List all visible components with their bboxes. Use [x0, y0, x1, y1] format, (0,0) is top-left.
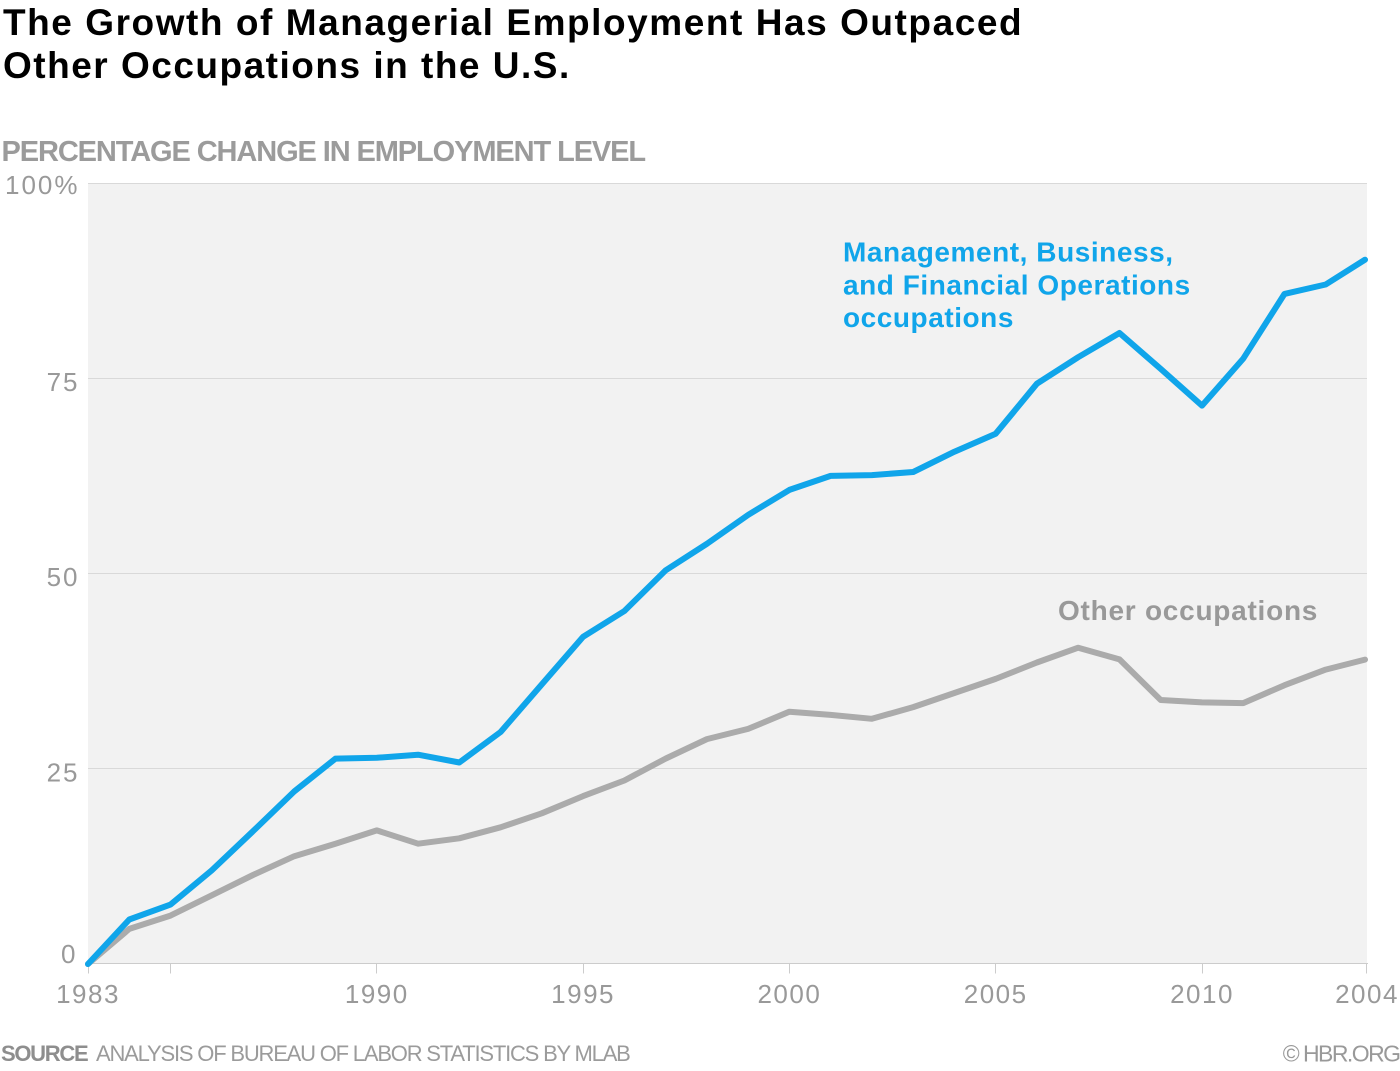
svg-text:100%: 100% — [5, 170, 80, 200]
svg-text:© HBR.ORG: © HBR.ORG — [1283, 1041, 1400, 1067]
svg-text:2010: 2010 — [1170, 979, 1234, 1009]
svg-text:25: 25 — [47, 757, 80, 787]
svg-text:0: 0 — [61, 939, 77, 969]
svg-text:2004: 2004 — [1335, 979, 1399, 1009]
svg-text:ANALYSIS OF BUREAU OF LABOR ST: ANALYSIS OF BUREAU OF LABOR STATISTICS B… — [96, 1041, 630, 1066]
svg-text:75: 75 — [47, 367, 80, 397]
svg-text:PERCENTAGE CHANGE IN EMPLOYMEN: PERCENTAGE CHANGE IN EMPLOYMENT LEVEL — [2, 136, 646, 168]
svg-text:50: 50 — [47, 562, 80, 592]
svg-text:1995: 1995 — [551, 979, 615, 1009]
svg-text:Other occupations: Other occupations — [1058, 595, 1318, 626]
svg-text:SOURCE: SOURCE — [1, 1041, 88, 1066]
svg-text:2005: 2005 — [964, 979, 1028, 1009]
svg-text:1990: 1990 — [345, 979, 409, 1009]
svg-text:occupations: occupations — [843, 302, 1014, 333]
svg-text:2000: 2000 — [757, 979, 821, 1009]
svg-text:Other Occupations in the U.S.: Other Occupations in the U.S. — [3, 45, 571, 86]
svg-text:The Growth of Managerial Emplo: The Growth of Managerial Employment Has … — [3, 2, 1023, 43]
svg-text:and Financial Operations: and Financial Operations — [843, 269, 1191, 300]
svg-text:1983: 1983 — [56, 979, 120, 1009]
svg-text:Management, Business,: Management, Business, — [843, 236, 1174, 267]
